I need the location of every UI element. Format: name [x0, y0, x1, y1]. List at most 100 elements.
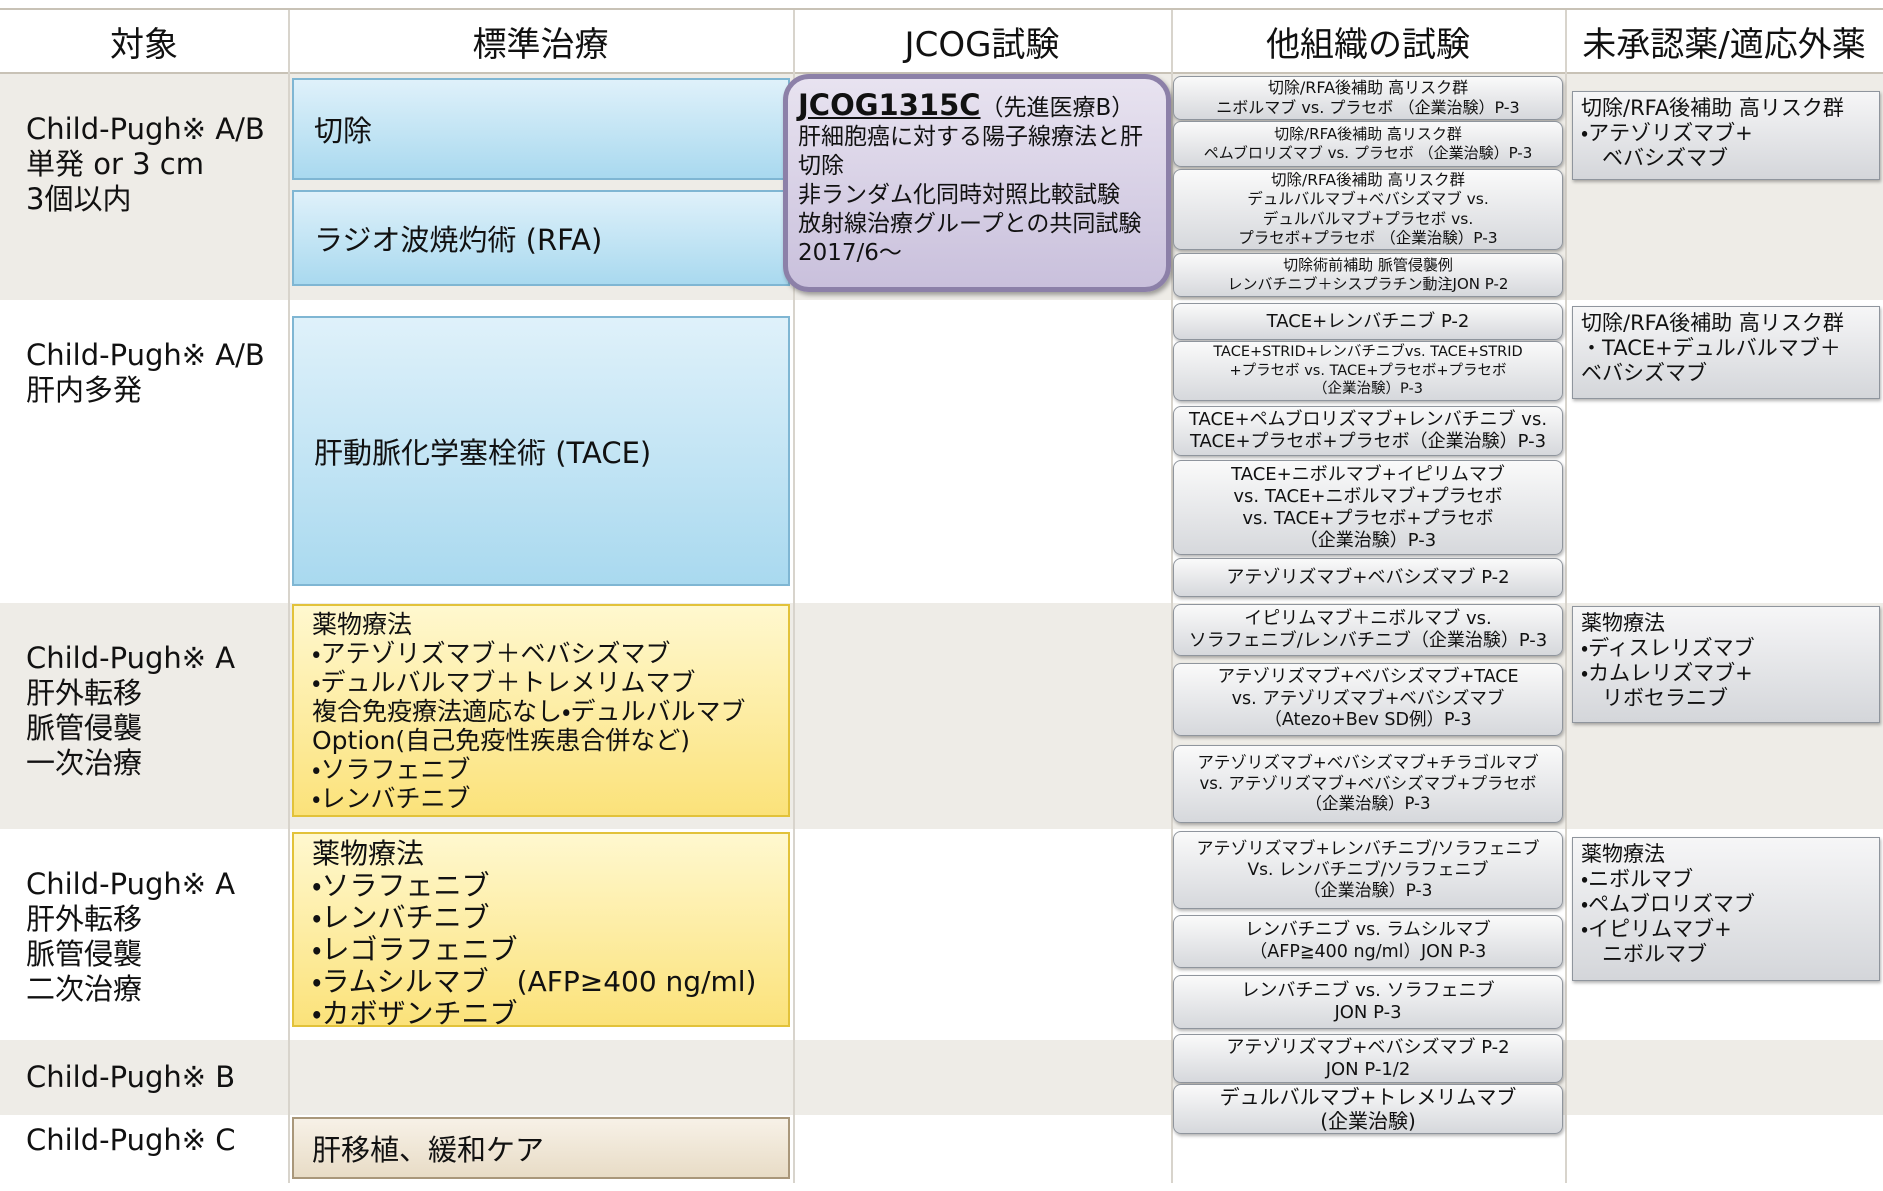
text-line: TACE+プラセボ+プラセボ（企業治験）P-3: [1189, 431, 1547, 452]
text-line: レンバチニブ＋シスプラチン動注JON P-2: [1227, 275, 1509, 293]
text-line: Child-Pugh※ C: [26, 1123, 236, 1157]
text-line: Child-Pugh※ A: [26, 641, 236, 675]
text-line: ・ソラフェニブ: [312, 869, 490, 902]
text-line: 切除/RFA後補助 高リスク群: [1274, 125, 1462, 143]
text-line: ・レゴラフェニブ: [312, 933, 518, 966]
text-line: 薬物療法: [1581, 842, 1665, 866]
text-line: Vs. レンバチニブ/ソラフェニブ: [1247, 859, 1489, 880]
text-line: アテゾリズマブ+ベバシズマブ P-2: [1226, 1036, 1510, 1058]
text-line: +プラセボ vs. TACE+プラセボ+プラセボ: [1229, 362, 1507, 379]
text-line: （企業治験）P-3: [1299, 529, 1437, 551]
text-line: デュルバルマブ+トレメリムマブ: [1219, 1085, 1517, 1109]
text-line: ベバシズマブ: [1581, 361, 1707, 385]
other-trial: 切除/RFA後補助 高リスク群 デュルバルマブ+ベバシズマブ vs. デュルバルマブ…: [1173, 169, 1563, 250]
column-header: 他組織の試験: [1266, 24, 1470, 65]
text-line: ・イピリムマブ+: [1581, 917, 1732, 941]
text-line: 放射線治療グループとの共同試験: [798, 211, 1142, 237]
text-line: Child-Pugh※ A/B: [26, 112, 265, 146]
text-line: 肝移植、緩和ケア: [312, 1133, 545, 1167]
text-line: （企業治験）P-3: [1305, 794, 1431, 814]
text-line: Child-Pugh※ A/B: [26, 338, 265, 372]
text-line: 薬物療法: [312, 837, 425, 870]
other-trial: TACE+ニボルマブ+イピリムマブ vs. TACE+ニボルマブ+プラセボ vs. …: [1173, 460, 1563, 555]
text-line: 切除/RFA後補助 高リスク群: [1581, 311, 1844, 335]
other-trial: 切除術前補助 脈管侵襲例 レンバチニブ＋シスプラチン動注JON P-2: [1173, 253, 1563, 297]
other-trial: TACE+レンバチニブ P-2: [1173, 303, 1563, 340]
standard-treatment: 薬物療法 ・アテゾリズマブ＋ベバシズマブ ・デュルバルマブ＋トレメリムマブ 複合免疫療…: [292, 604, 790, 817]
text-line: デュルバルマブ+プラセボ vs.: [1262, 209, 1474, 228]
other-trial: アテゾリズマブ+ベバシズマブ+チラゴルマブ vs. アテゾリズマブ+ベバシズマブ+…: [1173, 745, 1563, 823]
text-line: ・ソラフェニブ: [312, 755, 471, 784]
text-line: TACE+ペムブロリズマブ+レンバチニブ vs.: [1188, 409, 1548, 430]
text-line: プラセボ+プラセボ （企業治験）P-3: [1238, 229, 1498, 247]
other-trial: レンバチニブ vs. ソラフェニブ JON P-3: [1173, 975, 1563, 1029]
text-line: （企業治験）P-3: [1303, 880, 1433, 901]
text-line: vs. TACE+ニボルマブ+プラセボ: [1233, 485, 1503, 507]
text-line: 脈管侵襲: [26, 711, 143, 745]
other-trial: イピリムマブ＋ニボルマブ vs. ソラフェニブ/レンバチニブ（企業治験）P-3: [1173, 604, 1563, 656]
standard-treatment: ラジオ波焼灼術 (RFA): [292, 190, 790, 286]
text-line: 切除/RFA後補助 高リスク群: [1581, 96, 1844, 120]
unapproved-drug: 切除/RFA後補助 高リスク群 ・TACE+デュルバルマブ＋ ベバシズマブ: [1572, 306, 1880, 399]
other-trial: アテゾリズマブ+ベバシズマブ P-2: [1173, 558, 1563, 597]
other-trial: 切除/RFA後補助 高リスク群 ペムブロリズマブ vs. プラセボ （企業治験）P…: [1173, 121, 1563, 167]
other-trial: TACE+ペムブロリズマブ+レンバチニブ vs. TACE+プラセボ+プラセボ（企…: [1173, 406, 1563, 456]
text-line: ベバシズマブ: [1581, 146, 1728, 170]
text-line: Option(自己免疫性疾患合併など): [312, 726, 690, 755]
text-line: Child-Pugh※ B: [26, 1060, 236, 1094]
column-divider: [288, 10, 290, 1183]
text-line: ソラフェニブ/レンバチニブ（企業治験）P-3: [1188, 630, 1548, 651]
column-header: 標準治療: [472, 24, 609, 65]
text-line: 切除: [798, 153, 844, 179]
text-line: 切除/RFA後補助 高リスク群: [1267, 78, 1469, 97]
target-cell: Child-Pugh※ A 肝外転移 脈管侵襲 一次治療: [0, 641, 288, 867]
text-line: 肝外転移: [26, 676, 143, 710]
column-divider: [1171, 10, 1173, 1183]
text-line: ・ディスレリズマブ: [1581, 636, 1755, 660]
text-line: （Atezo+Bev SD例）P-3: [1264, 710, 1472, 731]
text-line: レンバチニブ vs. ラムシルマブ: [1245, 920, 1491, 940]
text-line: 複合免疫療法適応なし・デュルバルマブ: [312, 697, 746, 726]
standard-treatment: 薬物療法 ・ソラフェニブ ・レンバチニブ ・レゴラフェニブ ・ラムシルマブ (AFP≥4…: [292, 832, 790, 1027]
text-line: (企業治験): [1320, 1109, 1416, 1133]
jcog-heading: JCOG1315C（先進医療B）: [798, 91, 1156, 123]
other-trial: 切除/RFA後補助 高リスク群 ニボルマブ vs. プラセボ （企業治験）P-3: [1173, 76, 1563, 120]
text-line: アテゾリズマブ+ベバシズマブ+チラゴルマブ: [1197, 753, 1539, 773]
text-line: JON P-3: [1334, 1002, 1402, 1023]
column-header: 未承認薬/適応外薬: [1582, 24, 1866, 65]
text-line: vs. アテゾリズマブ+ベバシズマブ+プラセボ: [1199, 773, 1537, 793]
text-line: TACE+STRID+レンバチニブvs. TACE+STRID: [1213, 344, 1523, 361]
text-line: ・ラムシルマブ (AFP≥400 ng/ml): [312, 965, 757, 998]
text-line: vs. TACE+プラセボ+プラセボ: [1242, 507, 1494, 529]
text-line: 薬物療法: [1581, 611, 1665, 635]
column-header: JCOG試験: [904, 24, 1060, 65]
text-line: ・レンバチニブ: [312, 784, 471, 813]
text-line: アテゾリズマブ+ベバシズマブ+TACE: [1217, 667, 1519, 688]
text-line: 非ランダム化同時対照比較試験: [798, 182, 1120, 208]
text-line: アテゾリズマブ+ベバシズマブ P-2: [1226, 566, 1510, 588]
jcog-id: JCOG1315C: [798, 88, 981, 122]
text-line: TACE+レンバチニブ P-2: [1266, 310, 1470, 332]
standard-treatment: 肝動脈化学塞栓術 (TACE): [292, 316, 790, 586]
text-line: 肝内多発: [26, 373, 143, 407]
row-background: [0, 1040, 1883, 1115]
target-cell: Child-Pugh※ C: [0, 1123, 288, 1191]
text-line: 単発 or 3 cm: [26, 147, 204, 181]
text-line: 二次治療: [26, 972, 143, 1006]
text-line: （AFP≧400 ng/ml）JON P-3: [1249, 941, 1487, 962]
unapproved-drug: 薬物療法 ・ディスレリズマブ ・カムレリズマブ+ リボセラニブ: [1572, 606, 1880, 723]
column-divider: [793, 10, 795, 1183]
other-trial: アテゾリズマブ+ベバシズマブ+TACE vs. アテゾリズマブ+ベバシズマブ （At…: [1173, 663, 1563, 736]
text-line: JON P-1/2: [1325, 1058, 1411, 1080]
target-cell: Child-Pugh※ A/B 肝内多発: [0, 338, 288, 641]
jcog-note: （先進医療B）: [980, 95, 1135, 121]
header-line: [0, 8, 1883, 10]
unapproved-drug: 切除/RFA後補助 高リスク群 ・アテゾリズマブ+ ベバシズマブ: [1572, 91, 1880, 180]
target-cell: Child-Pugh※ B: [0, 1060, 288, 1135]
text-line: 脈管侵襲: [26, 937, 143, 971]
text-line: ・カボザンチニブ: [312, 997, 518, 1027]
text-line: TACE+ニボルマブ+イピリムマブ: [1231, 463, 1505, 485]
text-line: レンバチニブ vs. ソラフェニブ: [1241, 980, 1495, 1001]
text-line: 切除: [314, 114, 373, 148]
